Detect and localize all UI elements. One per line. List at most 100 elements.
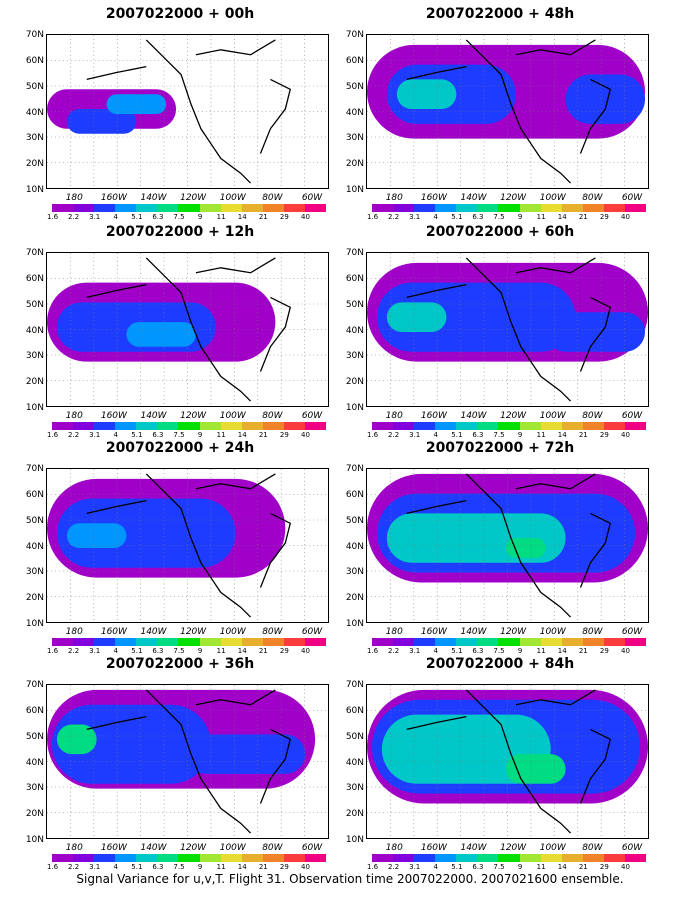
variance-field <box>47 35 328 188</box>
forecast-panel-00h: 2007022000 + 00h 70N 60N 50N 40N 30N 20N 10N 18… <box>10 2 350 222</box>
coastline <box>86 689 292 834</box>
longitude-label: 180 <box>385 843 403 853</box>
longitude-label: 180 <box>65 843 83 853</box>
latitude-label: 30N <box>25 783 44 794</box>
colorbar-label: 14 <box>237 431 247 439</box>
colorbar-label: 2.2 <box>388 431 400 439</box>
variance-shading <box>186 734 306 774</box>
longitude-label: 160W <box>420 411 447 421</box>
longitude-label: 80W <box>582 193 603 203</box>
forecast-panel-48h: 2007022000 + 48h 70N 60N 50N 40N 30N 20N 10N 18… <box>330 2 670 222</box>
colorbar-swatch <box>540 638 562 646</box>
colorbar-swatch <box>582 204 604 212</box>
latitude-label: 70N <box>345 30 364 40</box>
colorbar-swatch <box>241 204 263 212</box>
latitude-label: 70N <box>345 680 364 690</box>
longitude-label: 100W <box>219 193 246 203</box>
colorbar-swatch <box>115 422 137 430</box>
colorbar-label: 11 <box>536 647 546 655</box>
colorbar-label: 2.2 <box>388 213 400 221</box>
colorbar-swatch <box>582 854 604 862</box>
colorbar-label: 7.5 <box>493 863 505 871</box>
latitude-label: 50N <box>345 731 364 742</box>
colorbar-swatch <box>456 854 478 862</box>
colorbar-label: 29 <box>279 431 289 439</box>
longitude-label: 60W <box>301 843 323 853</box>
latitude-label: 10N <box>25 403 44 413</box>
variance-shading <box>545 312 646 352</box>
variance-shading <box>56 498 236 568</box>
colorbar-label: 6.3 <box>472 863 484 871</box>
colorbar-swatch <box>136 638 158 646</box>
colorbar-swatch <box>414 204 436 212</box>
latitude-label: 20N <box>345 809 364 820</box>
latitude-label: 60N <box>25 489 44 500</box>
colorbar-swatch <box>52 854 74 862</box>
longitude-label: 60W <box>621 193 643 203</box>
latitude-label: 30N <box>25 567 44 578</box>
panel-title: 2007022000 + 84h <box>425 656 575 672</box>
colorbar-label: 21 <box>578 213 588 221</box>
colorbar-swatch <box>73 422 95 430</box>
latitude-label: 30N <box>345 351 364 362</box>
colorbar-label: 2.2 <box>68 213 80 221</box>
colorbar-label: 6.3 <box>472 431 484 439</box>
latitude-label: 10N <box>345 619 364 629</box>
colorbar-label: 4 <box>113 863 118 871</box>
longitude-label: 100W <box>539 843 566 853</box>
colorbar-swatch <box>178 638 200 646</box>
colorbar-swatch <box>372 638 394 646</box>
colorbar-label: 5.1 <box>131 863 143 871</box>
colorbar-label: 6.3 <box>152 863 164 871</box>
colorbar-swatch <box>220 422 242 430</box>
colorbar-swatch <box>262 638 284 646</box>
latitude-label: 30N <box>25 351 44 362</box>
colorbar-swatch <box>414 422 436 430</box>
longitude-label: 160W <box>100 627 127 637</box>
map-frame <box>366 252 649 407</box>
longitude-label: 80W <box>582 627 603 637</box>
latitude-label: 10N <box>25 619 44 629</box>
colorbar-label: 7.5 <box>493 647 505 655</box>
latitude-label: 60N <box>25 55 44 66</box>
colorbar-label: 29 <box>599 431 609 439</box>
colorbar-swatch <box>582 422 604 430</box>
colorbar-swatch <box>456 204 478 212</box>
colorbar-swatch <box>94 422 116 430</box>
colorbar-label: 40 <box>300 431 310 439</box>
latitude-label: 40N <box>345 325 364 336</box>
latitude-label: 50N <box>25 515 44 526</box>
colorbar-swatch <box>178 204 200 212</box>
colorbar-label: 1.6 <box>366 431 379 439</box>
colorbar-swatch <box>283 422 305 430</box>
colorbar-swatch <box>624 854 647 862</box>
colorbar-label: 4 <box>113 213 118 221</box>
coastline <box>86 473 292 618</box>
colorbar-label: 9 <box>197 431 203 439</box>
latitude-label: 30N <box>345 567 364 578</box>
latitude-label: 30N <box>25 133 44 144</box>
longitude-label: 120W <box>500 193 527 203</box>
longitude-label: 180 <box>385 193 403 203</box>
longitude-label: 100W <box>539 627 566 637</box>
longitude-label: 140W <box>460 411 487 421</box>
colorbar-label: 11 <box>216 213 226 221</box>
colorbar-swatch <box>157 854 179 862</box>
latitude-label: 60N <box>345 55 364 66</box>
colorbar-swatch <box>414 638 436 646</box>
colorbar-swatch <box>582 638 604 646</box>
longitude-label: 60W <box>621 411 643 421</box>
colorbar-swatch <box>435 422 457 430</box>
longitude-label: 140W <box>140 843 167 853</box>
panel-title: 2007022000 + 60h <box>425 224 575 240</box>
map-frame <box>366 468 649 623</box>
colorbar-label: 7.5 <box>493 213 505 221</box>
colorbar-label: 7.5 <box>173 647 185 655</box>
longitude-label: 180 <box>65 411 83 421</box>
latitude-label: 10N <box>25 835 44 845</box>
longitude-label: 100W <box>539 411 566 421</box>
colorbar-swatch <box>561 638 583 646</box>
colorbar <box>52 204 327 212</box>
colorbar-label: 9 <box>517 213 523 221</box>
longitude-label: 180 <box>65 627 83 637</box>
